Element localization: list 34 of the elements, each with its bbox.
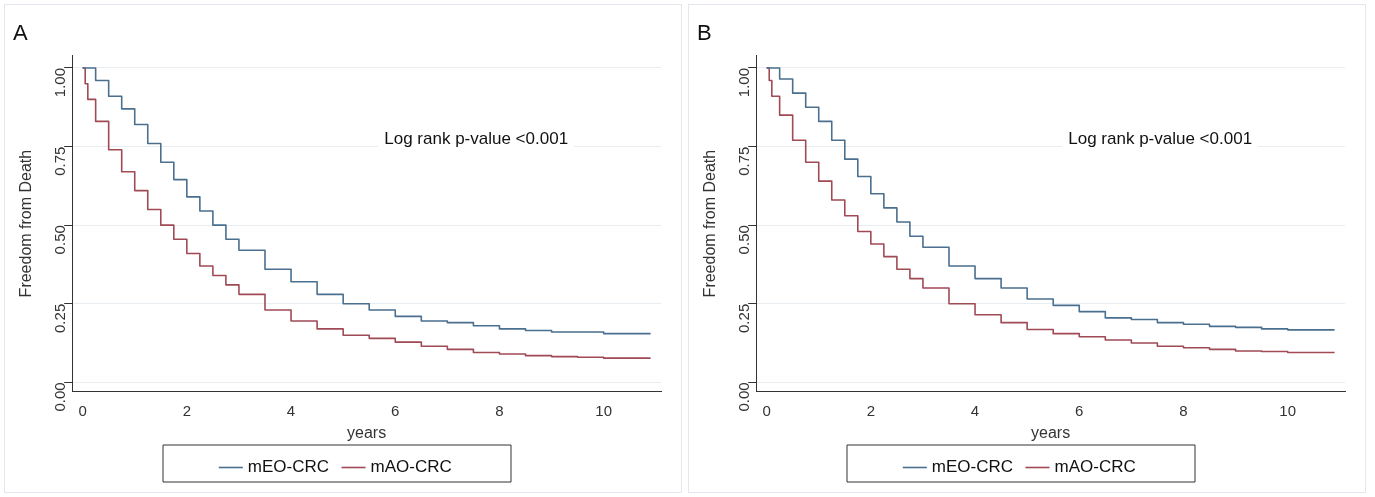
- x-tick-label: 10: [595, 401, 613, 419]
- x-tick-label: 2: [866, 401, 876, 419]
- chart-title: B: [697, 20, 712, 46]
- x-tick-label: 0: [762, 401, 771, 419]
- y-tick-label: 0.25: [735, 303, 753, 333]
- y-tick-label: 1.00: [51, 67, 69, 98]
- annotation: Log rank p-value <0.001: [384, 129, 569, 149]
- x-axis-title: years: [347, 423, 387, 441]
- y-axis-title: Freedom from Death: [701, 149, 719, 298]
- legend-label: mEO-CRC: [931, 457, 1013, 477]
- y-tick-label: 0.25: [51, 303, 69, 333]
- chart-title: A: [13, 20, 28, 46]
- x-tick-label: 4: [970, 401, 980, 419]
- y-tick-label: 0.50: [735, 225, 753, 255]
- y-tick-label: 0.50: [51, 225, 69, 255]
- x-axis-title: years: [1031, 423, 1071, 441]
- y-axis-title: Freedom from Death: [17, 149, 35, 298]
- legend-label: mAO-CRC: [370, 457, 452, 477]
- x-tick-label: 2: [182, 401, 192, 419]
- x-tick-label: 0: [78, 401, 87, 419]
- x-tick-label: 6: [391, 401, 400, 419]
- annotation: Log rank p-value <0.001: [1068, 129, 1253, 149]
- y-tick-label: 0.75: [51, 146, 69, 176]
- y-tick-label: 1.00: [735, 67, 753, 98]
- y-tick-label: 0.00: [51, 382, 69, 412]
- x-tick-label: 8: [495, 401, 504, 419]
- legend-label: mEO-CRC: [247, 457, 329, 477]
- y-tick-label: 0.00: [735, 382, 753, 412]
- x-tick-label: 6: [1075, 401, 1084, 419]
- x-tick-label: 8: [1179, 401, 1188, 419]
- x-tick-label: 4: [286, 401, 296, 419]
- x-tick-label: 10: [1279, 401, 1297, 419]
- y-tick-label: 0.75: [735, 146, 753, 176]
- legend-label: mAO-CRC: [1054, 457, 1136, 477]
